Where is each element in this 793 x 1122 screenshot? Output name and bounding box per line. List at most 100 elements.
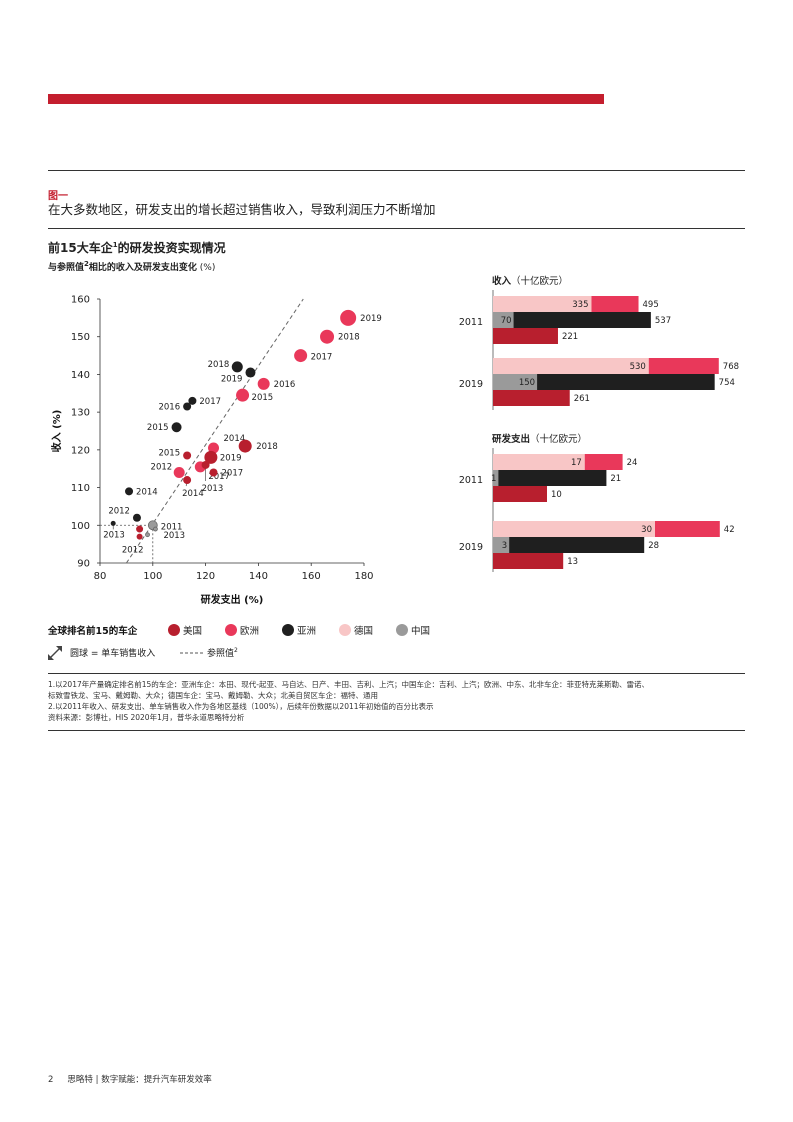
- scatter-point: [204, 450, 218, 464]
- bar-label-usa: 13: [567, 557, 578, 567]
- bar-label-europe: 768: [723, 362, 739, 372]
- bar-label-europe: 495: [643, 300, 659, 310]
- x-tick-label: 100: [143, 571, 162, 582]
- bar-usa: [493, 553, 564, 569]
- y-tick-label: 160: [71, 295, 90, 306]
- page-footer: 2 思略特 | 数字赋能：提升汽车研发效率: [48, 1073, 212, 1085]
- legend-swatch: [396, 624, 408, 636]
- revenue-chart-title: 收入（十亿欧元）: [492, 276, 569, 287]
- point-label: 2015: [158, 449, 180, 459]
- size-icon: [48, 646, 62, 660]
- x-tick-label: 140: [249, 571, 268, 582]
- bar-china: [493, 312, 514, 328]
- rnd-chart-title: 研发支出（十亿欧元）: [492, 434, 588, 445]
- bar-label-usa: 261: [574, 394, 590, 404]
- scatter-point: [231, 361, 243, 373]
- bar-label-germany: 530: [630, 362, 646, 372]
- scatter-point: [257, 377, 270, 390]
- legend-swatch: [339, 624, 351, 636]
- size-legend-label: 圆球 = 单车销售收入: [70, 647, 155, 659]
- reference-legend-label: 参照值2: [207, 647, 238, 659]
- figure-label: 图一: [48, 191, 68, 202]
- point-label: 2012: [108, 507, 130, 517]
- legend-label: 美国: [183, 625, 202, 637]
- y-tick-label: 110: [71, 483, 90, 494]
- legend-title: 全球排名前15的车企: [47, 625, 138, 637]
- chart-subtitle: 与参照值2相比的收入及研发支出变化 (%): [48, 260, 216, 273]
- bar-label-asia: 537: [655, 316, 671, 326]
- scatter-point: [136, 525, 144, 533]
- y-tick-label: 140: [71, 370, 90, 381]
- scatter-point: [245, 367, 256, 378]
- footnote-2: 2.以2011年收入、研发支出、单车销售收入作为各地区基线（100%），后续年份…: [48, 702, 434, 711]
- bar-germany: [493, 454, 585, 470]
- top-accent-bar: [48, 94, 604, 104]
- footnotes: 1.以2017年产量确定排名前15的车企：亚洲车企：本田、现代-起亚、马自达、日…: [48, 679, 748, 723]
- chart-legend: 全球排名前15的车企 美国 欧洲 亚洲 德国 中国 圆球 = 单车销售收入 参照值2: [47, 624, 430, 660]
- scatter-point: [153, 526, 158, 532]
- y-tick-label: 130: [71, 408, 90, 419]
- bar-label-asia: 21: [610, 474, 621, 484]
- legend-swatch: [168, 624, 180, 636]
- scatter-point: [125, 487, 134, 496]
- point-label: 2017: [208, 472, 230, 482]
- notes-divider-bottom: [48, 730, 745, 731]
- point-label: 2013: [202, 484, 224, 494]
- scatter-point: [132, 513, 141, 522]
- point-label: 2012: [151, 462, 173, 472]
- point-label: 2019: [360, 314, 382, 324]
- point-label: 2019: [220, 453, 242, 463]
- point-label: 2015: [252, 393, 274, 403]
- scatter-point: [183, 476, 192, 485]
- bar-usa: [493, 486, 547, 502]
- point-label: 2016: [274, 380, 296, 390]
- bar-label-germany: 30: [641, 525, 652, 535]
- legend-label: 欧洲: [240, 625, 259, 637]
- bar-label-china: 150: [519, 378, 535, 388]
- footer-text: 思略特 | 数字赋能：提升汽车研发效率: [67, 1075, 212, 1085]
- point-label: 2014: [224, 434, 246, 444]
- scatter-point: [145, 532, 150, 538]
- page-number: 2: [48, 1075, 54, 1085]
- y-axis-title: 收入 (%): [50, 410, 63, 453]
- bar-usa: [493, 328, 558, 344]
- category-label: 2011: [459, 317, 483, 328]
- bar-label-asia: 28: [648, 541, 659, 551]
- scatter-point: [136, 533, 143, 540]
- scatter-point: [209, 468, 218, 477]
- figure-title: 在大多数地区，研发支出的增长超过销售收入，导致利润压力不断增加: [48, 202, 436, 217]
- bar-label-china: 3: [502, 541, 507, 551]
- point-label: 2016: [158, 402, 180, 412]
- top-divider: [48, 170, 745, 171]
- bar-label-germany: 335: [572, 300, 588, 310]
- point-label: 2015: [147, 423, 169, 433]
- point-label: 2017: [222, 468, 244, 478]
- x-axis-title: 研发支出 (%): [201, 593, 264, 606]
- point-label: 2017: [311, 353, 333, 363]
- scatter-point: [183, 402, 192, 411]
- bar-label-china: 1: [491, 474, 496, 484]
- footnote-1: 1.以2017年产量确定排名前15的车企：亚洲车企：本田、现代-起亚、马自达、日…: [48, 680, 649, 689]
- footnote-1-cont: 标致雪铁龙、宝马、戴姆勒、大众；德国车企：宝马、戴姆勒、大众；北美自贸区车企：福…: [48, 691, 378, 700]
- x-tick-label: 180: [354, 571, 373, 582]
- bar-asia: [493, 537, 645, 553]
- x-tick-label: 120: [196, 571, 215, 582]
- scatter-point: [320, 329, 335, 344]
- point-label: 2013: [163, 531, 185, 541]
- bar-china: [493, 537, 510, 553]
- bar-label-europe: 42: [724, 525, 735, 535]
- point-label: 2011: [161, 522, 183, 532]
- scatter-point: [238, 439, 252, 453]
- scatter-point: [208, 442, 220, 454]
- legend-label: 亚洲: [297, 626, 316, 637]
- point-label: 2018: [256, 442, 278, 452]
- scatter-point: [340, 309, 357, 326]
- notes-divider-top: [48, 673, 745, 674]
- scatter-point: [110, 520, 116, 526]
- bar-germany: [493, 358, 649, 374]
- point-label: 2017: [199, 397, 221, 407]
- point-label: 2018: [338, 333, 360, 343]
- y-tick-label: 90: [77, 559, 90, 570]
- x-tick-label: 160: [302, 571, 321, 582]
- y-tick-label: 150: [71, 332, 90, 343]
